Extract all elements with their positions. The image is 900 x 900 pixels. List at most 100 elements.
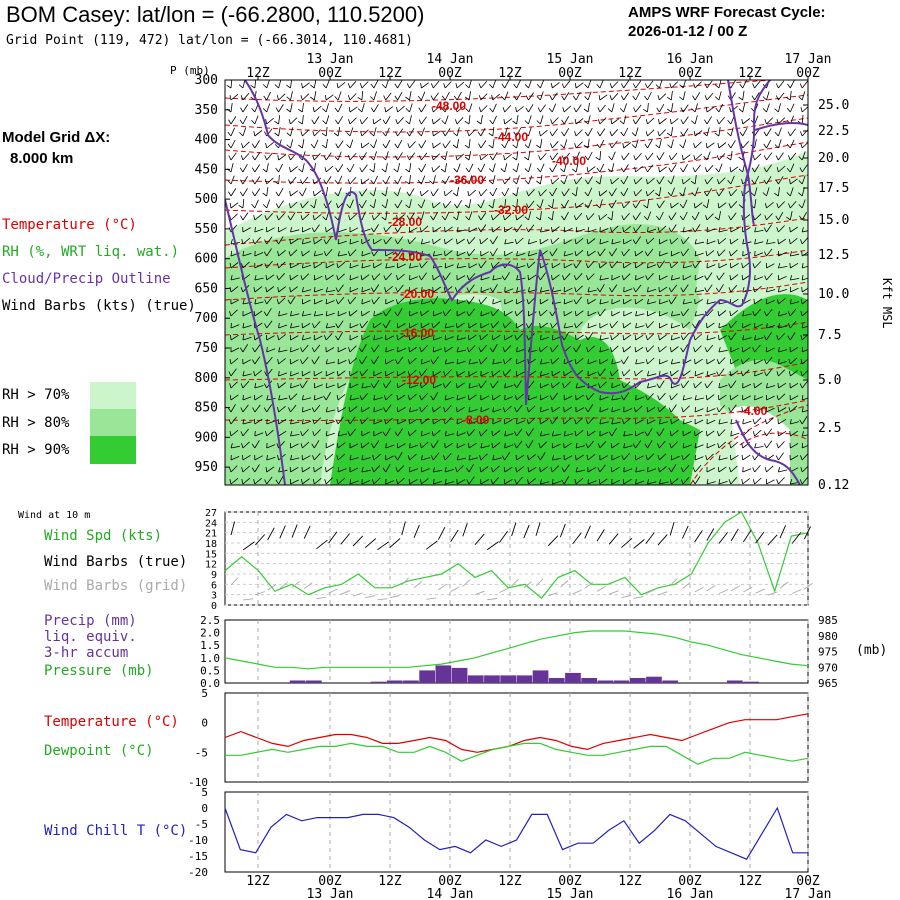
wind-barb: [456, 251, 466, 257]
wind-barb: [611, 479, 621, 485]
wind-barb-flag: [242, 299, 245, 305]
wind-barb-flag: [514, 239, 517, 245]
wind-barb: [302, 129, 310, 137]
wind-barb: [540, 373, 550, 377]
wind-barb-flag: [670, 335, 673, 341]
wind-barb: [254, 188, 261, 197]
temp-contour-5: [225, 174, 808, 214]
wind-barb-flag: [396, 394, 398, 401]
wind-barb: [313, 320, 321, 329]
wind-barb: [492, 175, 496, 185]
wind-barb: [385, 92, 392, 101]
wind-barb-flag: [241, 443, 244, 449]
wind-barb: [611, 188, 617, 197]
wind-barb: [647, 406, 656, 413]
wind-barb: [254, 369, 262, 377]
wind-barb-flag: [741, 119, 744, 125]
wind-barb: [563, 417, 572, 425]
wind-barb: [528, 440, 534, 449]
wind-barb: [587, 176, 593, 185]
wind-barb-flag: [311, 407, 315, 413]
surface-barb-grid: [230, 577, 239, 586]
wind-barb-flag: [394, 251, 398, 257]
wind-barb: [397, 248, 403, 257]
wind-barb-flag: [239, 167, 244, 173]
wind-barb-flag: [778, 347, 780, 353]
wind-barb-flag: [373, 335, 376, 341]
legend-rh80-label: RH > 80%: [2, 415, 70, 431]
wind-barb-flag: [274, 144, 279, 149]
wind-barb-flag: [396, 107, 398, 113]
wind-barb-flag: [430, 83, 434, 89]
wind-barb: [682, 139, 687, 149]
wind-barb: [647, 481, 657, 485]
wind-barb: [694, 444, 704, 449]
wind-barb-flag: [741, 407, 744, 413]
wind-barb-flag: [679, 144, 684, 149]
wind-barb-flag: [444, 226, 446, 233]
wind-barb: [599, 190, 608, 197]
wind-barb-flag: [728, 479, 732, 485]
wind-barb: [302, 201, 309, 209]
wind-barb-flag: [798, 204, 803, 209]
wind-barb-flag: [550, 119, 553, 125]
legend-rh90-label: RH > 90%: [2, 442, 70, 458]
wind-barb: [587, 187, 593, 197]
wind-barb-flag: [635, 311, 638, 317]
wind-barb-flag: [622, 419, 625, 425]
wind-barb-flag: [226, 85, 232, 89]
wind-barb: [385, 236, 392, 245]
wind-barb: [349, 240, 359, 245]
wind-barb-flag: [349, 395, 352, 401]
wind-barb: [373, 465, 381, 473]
wind-barb-flag: [254, 275, 257, 281]
wind-barb: [421, 405, 428, 413]
wind-barb-flag: [799, 419, 803, 425]
wind-barb: [432, 175, 436, 185]
wind-barb: [742, 454, 751, 461]
wind-barb: [385, 308, 392, 317]
wind-barb: [468, 371, 478, 377]
wind-barb-flag: [371, 443, 375, 449]
wind-barb-flag: [754, 370, 756, 377]
wind-barb: [266, 227, 275, 233]
wind-barb: [540, 452, 546, 461]
wind-barb-flag: [645, 347, 648, 353]
wind-barb: [587, 127, 593, 137]
wind-barb-flag: [620, 83, 625, 89]
surface-barb-true: [499, 530, 508, 543]
wind-barb: [504, 444, 514, 449]
wind-barb: [325, 176, 332, 185]
wind-barb-flag: [467, 394, 470, 401]
wind-barb-flag: [548, 204, 553, 209]
wind-barb: [266, 236, 273, 245]
wind-barb-flag: [465, 84, 470, 89]
wind-barb: [789, 90, 792, 101]
wind-barb-flag: [656, 263, 660, 269]
wind-barb-flag: [336, 455, 339, 461]
wind-barb-flag: [765, 203, 767, 209]
wind-barb: [421, 310, 429, 317]
wind-barb: [492, 394, 501, 401]
wind-barb-flag: [597, 467, 601, 473]
wind-barb-flag: [537, 455, 541, 461]
wind-barb: [682, 178, 691, 185]
wind-barb: [349, 324, 359, 329]
pressure-tick-label: 650: [195, 281, 218, 296]
wind-barb-flag: [778, 287, 780, 293]
height-tick-label: 0.12: [818, 478, 849, 493]
wind-barb: [623, 115, 627, 125]
precip-bar: [435, 665, 452, 683]
wind-barb: [599, 199, 603, 209]
wind-barb: [682, 453, 691, 461]
wind-barb: [349, 383, 359, 389]
wind-barb-flag: [682, 263, 685, 269]
wind-barb-flag: [300, 347, 303, 353]
wind-barb: [528, 80, 532, 89]
wind-barb-flag: [361, 467, 364, 473]
surface-barb-grid: [523, 581, 532, 589]
wind-barb: [480, 93, 488, 101]
wind-barb-flag: [705, 107, 708, 113]
wind-barb: [766, 164, 772, 173]
wind-barb: [623, 322, 632, 329]
